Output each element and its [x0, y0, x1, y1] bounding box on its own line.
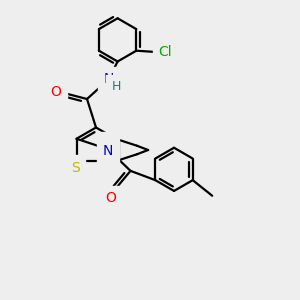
- Text: O: O: [106, 191, 116, 206]
- Text: N: N: [103, 73, 114, 86]
- Text: H: H: [111, 80, 121, 94]
- Text: Cl: Cl: [159, 45, 172, 59]
- Text: H: H: [103, 137, 113, 150]
- Text: N: N: [103, 144, 113, 158]
- Text: S: S: [70, 161, 80, 175]
- Text: O: O: [51, 85, 62, 99]
